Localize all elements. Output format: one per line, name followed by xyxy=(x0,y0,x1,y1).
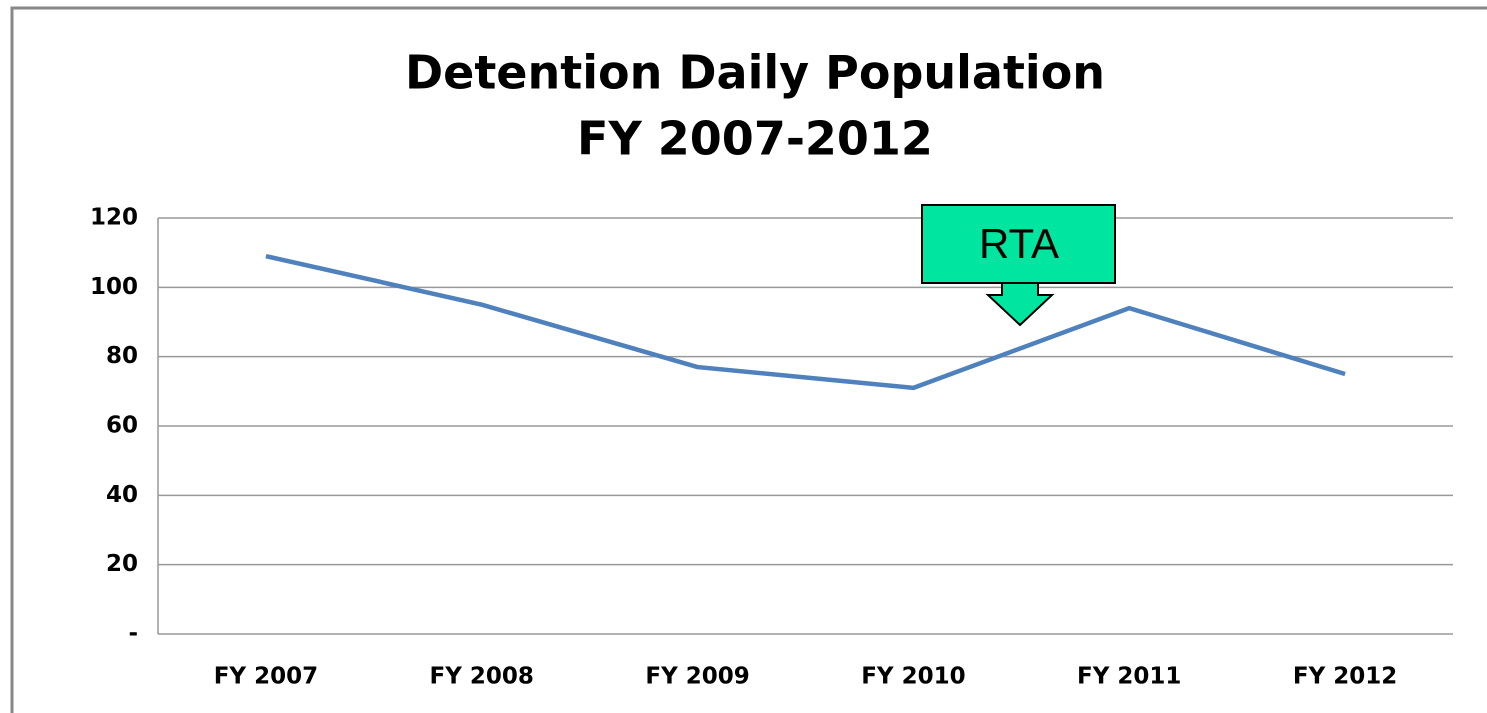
y-tick-label: 60 xyxy=(106,413,138,439)
x-tick-label: FY 2010 xyxy=(861,664,965,690)
chart-title: Detention Daily Population xyxy=(405,46,1105,100)
annotation-arrow xyxy=(985,282,1055,327)
x-tick-label: FY 2011 xyxy=(1077,664,1181,690)
x-tick-label: FY 2009 xyxy=(645,664,749,690)
annotation-text: RTA xyxy=(979,220,1059,267)
x-tick-label: FY 2012 xyxy=(1293,664,1397,690)
y-tick-label: - xyxy=(128,621,138,647)
chart-subtitle: FY 2007-2012 xyxy=(577,112,933,166)
y-tick-label: 40 xyxy=(106,482,138,508)
x-tick-label: FY 2008 xyxy=(430,664,534,690)
annotation-box xyxy=(921,204,1116,284)
y-tick-label: 100 xyxy=(90,274,138,300)
y-tick-label: 20 xyxy=(106,551,138,577)
y-tick-label: 80 xyxy=(106,343,138,369)
y-tick-label: 120 xyxy=(90,205,138,231)
chart-frame xyxy=(10,6,1487,713)
x-tick-label: FY 2007 xyxy=(214,664,318,690)
data-line xyxy=(265,253,1346,391)
